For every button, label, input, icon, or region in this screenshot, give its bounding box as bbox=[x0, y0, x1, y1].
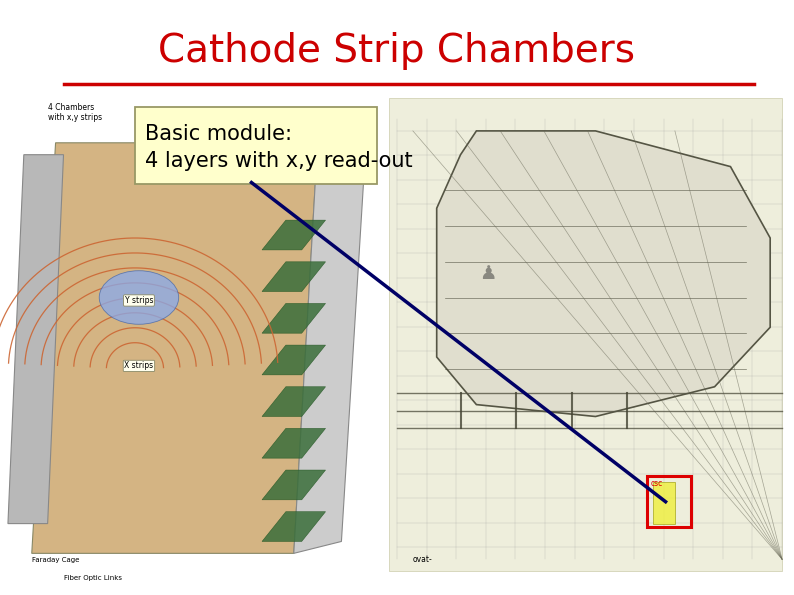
Text: Fiber Optic Links: Fiber Optic Links bbox=[64, 575, 121, 581]
Polygon shape bbox=[262, 470, 326, 500]
Polygon shape bbox=[262, 345, 326, 375]
Text: Cathode Strip Chambers: Cathode Strip Chambers bbox=[159, 32, 635, 70]
Polygon shape bbox=[262, 220, 326, 250]
Text: X strips: X strips bbox=[125, 361, 153, 371]
Text: 4 layers with x,y read-out: 4 layers with x,y read-out bbox=[145, 151, 413, 171]
Text: csc: csc bbox=[651, 479, 663, 488]
Polygon shape bbox=[8, 155, 64, 524]
Polygon shape bbox=[262, 387, 326, 416]
Text: Basic module:: Basic module: bbox=[145, 124, 292, 145]
Polygon shape bbox=[262, 428, 326, 458]
Text: ♟: ♟ bbox=[480, 264, 497, 283]
Text: 4 Chambers
with x,y strips: 4 Chambers with x,y strips bbox=[48, 102, 102, 122]
Polygon shape bbox=[262, 512, 326, 541]
Text: Y strips: Y strips bbox=[125, 296, 153, 305]
FancyBboxPatch shape bbox=[135, 107, 377, 184]
FancyBboxPatch shape bbox=[653, 482, 675, 524]
Polygon shape bbox=[294, 143, 365, 553]
FancyBboxPatch shape bbox=[389, 98, 782, 571]
Text: ovat-: ovat- bbox=[413, 555, 433, 564]
Polygon shape bbox=[32, 143, 318, 553]
Polygon shape bbox=[437, 131, 770, 416]
Text: Faraday Cage: Faraday Cage bbox=[32, 558, 79, 563]
Polygon shape bbox=[262, 303, 326, 333]
Polygon shape bbox=[262, 262, 326, 292]
Ellipse shape bbox=[99, 271, 179, 324]
